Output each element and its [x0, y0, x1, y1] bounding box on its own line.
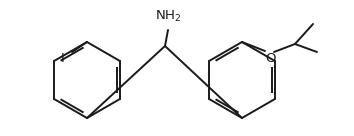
- Text: O: O: [266, 52, 276, 66]
- Text: I: I: [61, 52, 65, 64]
- Text: NH$_2$: NH$_2$: [155, 9, 181, 24]
